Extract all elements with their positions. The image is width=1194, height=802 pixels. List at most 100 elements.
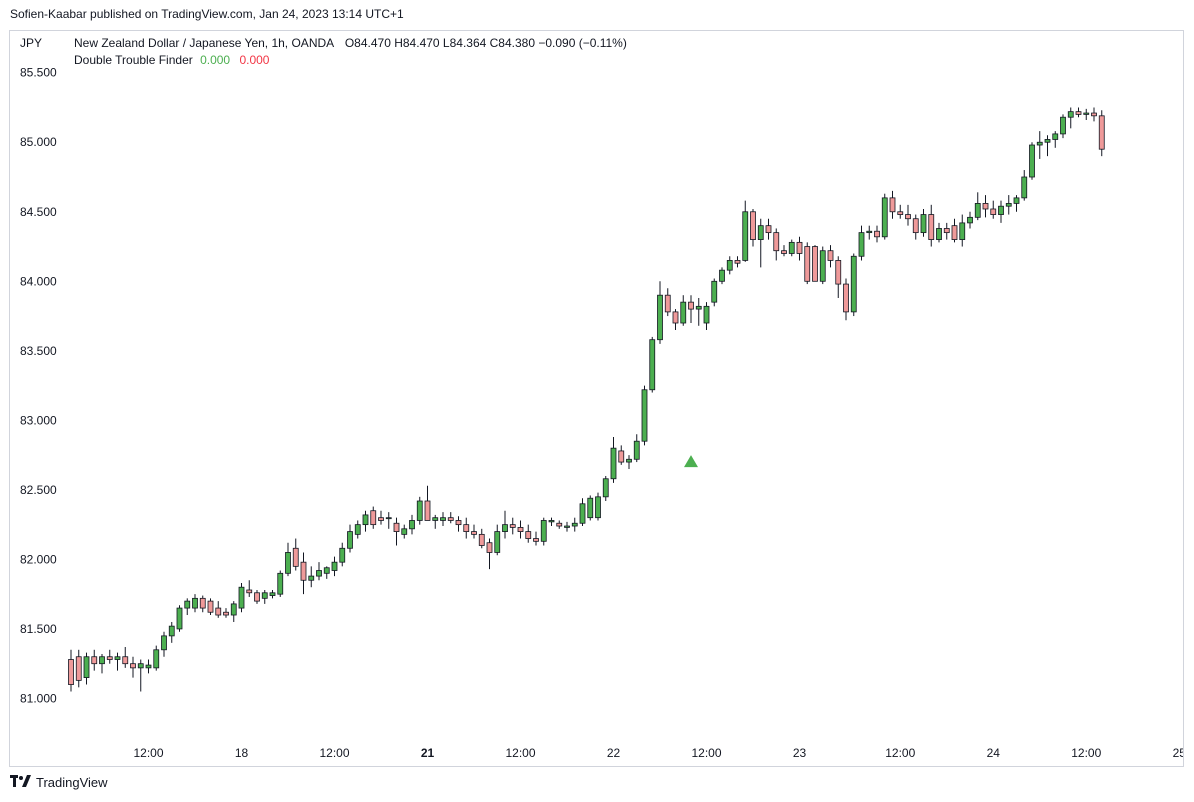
indicator-name: Double Trouble Finder — [74, 53, 193, 67]
candle-body — [99, 656, 105, 665]
candle — [323, 566, 330, 579]
candle — [339, 542, 346, 567]
tradingview-logo-icon — [10, 775, 32, 790]
candle — [517, 520, 524, 539]
candle-body — [641, 389, 648, 442]
candle — [378, 510, 384, 525]
candle — [447, 512, 454, 524]
candle-body — [285, 552, 291, 574]
candle-body — [176, 607, 183, 630]
candle-body — [912, 218, 919, 234]
candle-body — [370, 510, 377, 526]
candle-body — [850, 255, 857, 313]
candle-body — [1060, 116, 1066, 135]
candle-body — [447, 517, 454, 521]
candle-body — [757, 225, 764, 240]
candle — [626, 455, 632, 470]
candle — [168, 621, 175, 643]
indicator-legend[interactable]: Double Trouble Finder 0.000 0.000 — [74, 53, 269, 67]
candle — [990, 200, 997, 219]
candle-body — [943, 228, 950, 234]
candle — [672, 309, 679, 330]
candle-body — [695, 305, 702, 310]
candle-body — [556, 522, 563, 527]
candle — [548, 517, 555, 527]
candle — [936, 222, 942, 243]
candle — [912, 214, 919, 240]
candle — [401, 524, 408, 539]
candle — [874, 225, 880, 243]
x-tick-label: 18 — [235, 746, 249, 760]
candle — [362, 510, 369, 532]
x-tick-label: 25 — [1173, 746, 1184, 760]
candle-body — [1021, 176, 1028, 199]
candle — [230, 601, 237, 622]
candle-body — [207, 600, 214, 613]
candle-body — [827, 250, 834, 261]
x-tick-label: 12:00 — [885, 746, 915, 760]
candle-body — [75, 656, 82, 681]
candle — [850, 253, 857, 317]
price-axis: 81.000 81.500 82.000 82.500 83.000 83.500 84.0… — [20, 66, 57, 706]
candle-body — [920, 214, 927, 234]
candle — [858, 225, 865, 261]
candle-body — [765, 225, 772, 234]
candles — [68, 107, 1105, 692]
candle — [967, 211, 973, 229]
y-tick-label: 81.500 — [20, 622, 57, 636]
candle — [742, 200, 749, 262]
candle-body — [1013, 197, 1020, 204]
candle-body — [990, 208, 997, 215]
candle — [595, 492, 601, 521]
candle — [1013, 195, 1020, 212]
candle — [354, 520, 361, 539]
candle — [556, 520, 563, 529]
candle — [215, 601, 222, 618]
candle — [207, 598, 214, 616]
candle — [688, 295, 694, 324]
candle — [494, 524, 501, 556]
candle — [881, 193, 888, 240]
candle — [1044, 135, 1051, 157]
candle — [292, 538, 299, 571]
candle-body — [478, 533, 485, 546]
candle — [176, 605, 183, 632]
candle — [757, 218, 764, 268]
symbol-legend[interactable]: New Zealand Dollar / Japanese Yen, 1h, O… — [74, 36, 627, 50]
candle-body — [1091, 112, 1097, 117]
tradingview-footer[interactable]: TradingView — [10, 775, 108, 790]
candle-body — [1098, 115, 1105, 150]
candle — [695, 297, 702, 326]
y-tick-label: 85.000 — [20, 135, 57, 149]
x-tick-label: 12:00 — [691, 746, 721, 760]
candle-body — [424, 500, 431, 521]
candle — [1052, 131, 1059, 148]
chart-pane[interactable]: 81.000 81.500 82.000 82.500 83.000 83.500 84.0… — [9, 30, 1184, 767]
candle — [145, 659, 152, 674]
candle-body — [246, 589, 253, 594]
candle — [409, 514, 415, 535]
candle — [587, 495, 594, 521]
candle — [277, 570, 284, 597]
candle — [393, 517, 400, 546]
candlestick-chart[interactable]: 81.000 81.500 82.000 82.500 83.000 83.500 84.0… — [10, 31, 1184, 767]
candle-body — [1029, 144, 1035, 178]
candle-body — [750, 211, 756, 240]
candle — [788, 239, 795, 257]
candle — [91, 649, 98, 671]
candle — [827, 245, 834, 268]
publisher-line: Sofien-Kaabar published on TradingView.c… — [10, 7, 404, 21]
candle-body — [362, 514, 369, 526]
candle — [424, 485, 431, 521]
candle — [316, 562, 322, 581]
y-tick-label: 84.500 — [20, 205, 57, 219]
candle-body — [106, 656, 113, 660]
candle — [486, 538, 493, 570]
candle — [223, 608, 229, 618]
candle-body — [393, 522, 400, 532]
candle — [471, 524, 477, 539]
candle-body — [719, 269, 725, 282]
candle-body — [471, 531, 477, 535]
candle-body — [114, 656, 121, 660]
candle — [610, 437, 617, 483]
